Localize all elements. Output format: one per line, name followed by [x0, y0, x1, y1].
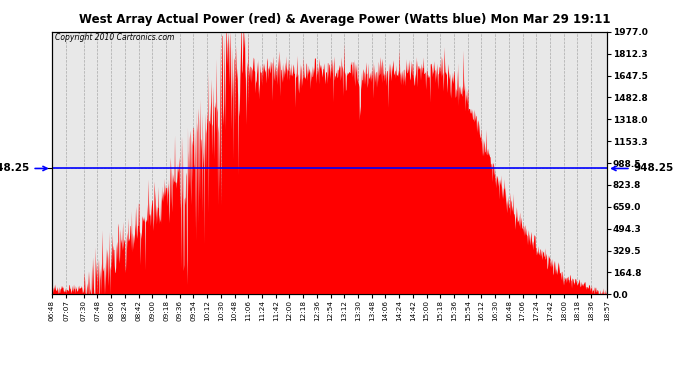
Text: West Array Actual Power (red) & Average Power (Watts blue) Mon Mar 29 19:11: West Array Actual Power (red) & Average … — [79, 13, 611, 26]
Text: 948.25: 948.25 — [612, 164, 674, 174]
Text: Copyright 2010 Cartronics.com: Copyright 2010 Cartronics.com — [55, 33, 174, 42]
Text: 948.25: 948.25 — [0, 164, 47, 174]
